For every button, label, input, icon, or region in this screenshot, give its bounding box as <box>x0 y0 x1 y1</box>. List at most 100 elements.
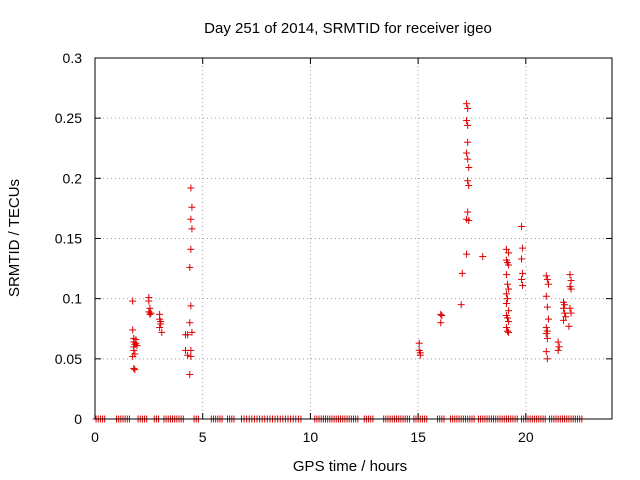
data-point <box>504 280 512 288</box>
data-point <box>146 304 154 312</box>
data-point <box>519 281 527 289</box>
data-point <box>502 271 510 279</box>
data-point <box>502 290 510 298</box>
data-point <box>145 297 153 305</box>
data-point <box>554 346 562 354</box>
data-point <box>565 322 573 330</box>
data-point <box>544 315 552 323</box>
x-tick-label: 0 <box>91 429 99 445</box>
data-point <box>542 348 550 356</box>
data-point <box>133 342 141 350</box>
data-point <box>130 364 138 372</box>
data-point <box>560 316 568 324</box>
data-point <box>567 285 575 293</box>
data-point <box>463 117 471 125</box>
data-point <box>567 309 575 317</box>
data-point <box>518 275 526 283</box>
data-point <box>188 328 196 336</box>
data-point <box>438 312 446 320</box>
data-point <box>504 295 512 303</box>
data-point <box>566 271 574 279</box>
data-point <box>187 215 195 223</box>
y-tick-label: 0.2 <box>63 170 83 186</box>
data-point <box>147 309 155 317</box>
data-point <box>186 263 194 271</box>
data-point <box>518 222 526 230</box>
y-tick-label: 0.05 <box>55 351 82 367</box>
data-point <box>415 339 423 347</box>
data-point <box>543 303 551 311</box>
data-point <box>505 249 513 257</box>
y-tick-label: 0 <box>74 411 82 427</box>
x-tick-label: 15 <box>410 429 426 445</box>
data-point <box>543 334 551 342</box>
data-point <box>188 225 196 233</box>
data-point <box>505 318 513 326</box>
data-point <box>505 261 513 269</box>
data-point <box>458 269 466 277</box>
data-point <box>502 299 510 307</box>
data-point <box>542 324 550 332</box>
data-point <box>464 208 472 216</box>
data-point <box>504 314 512 322</box>
data-point <box>505 307 513 315</box>
data-point <box>542 292 550 300</box>
data-point <box>543 275 551 283</box>
data-point <box>157 320 165 328</box>
data-point <box>158 328 166 336</box>
data-point <box>457 301 465 309</box>
data-point <box>437 310 445 318</box>
y-tick-label: 0.1 <box>63 291 83 307</box>
data-point <box>560 304 568 312</box>
data-point <box>130 346 138 354</box>
data-point <box>187 184 195 192</box>
data-point <box>505 328 513 336</box>
data-point <box>504 327 512 335</box>
data-point <box>465 182 473 190</box>
data-point <box>129 297 137 305</box>
data-point <box>567 277 575 285</box>
data-point <box>479 253 487 261</box>
data-point <box>187 302 195 310</box>
data-point <box>505 285 513 293</box>
data-point <box>544 280 552 288</box>
y-tick-label: 0.3 <box>63 50 83 66</box>
data-point <box>554 338 562 346</box>
data-point <box>146 310 154 318</box>
data-point <box>184 331 192 339</box>
data-point <box>184 351 192 359</box>
data-point <box>519 244 527 252</box>
data-point <box>464 177 472 185</box>
data-point <box>463 250 471 258</box>
x-tick-label: 10 <box>303 429 319 445</box>
data-point <box>502 245 510 253</box>
data-point <box>464 138 472 146</box>
chart-title: Day 251 of 2014, SRMTID for receiver ige… <box>204 20 492 37</box>
data-point <box>131 366 139 374</box>
data-point <box>186 319 194 327</box>
x-tick-label: 5 <box>199 429 207 445</box>
data-point <box>562 313 570 321</box>
data-point <box>129 352 137 360</box>
x-tick-label: 20 <box>518 429 534 445</box>
grid-lines <box>95 58 612 419</box>
y-tick-label: 0.15 <box>55 231 82 247</box>
data-point <box>156 324 164 332</box>
data-point <box>464 105 472 113</box>
data-point <box>187 245 195 253</box>
data-point <box>518 255 526 263</box>
y-axis-label: SRMTID / TECUs <box>6 179 23 297</box>
y-tick-label: 0.25 <box>55 110 82 126</box>
y-axis-ticks: 0 0.05 0.1 0.15 0.2 0.25 0.3 <box>55 50 612 427</box>
data-point <box>542 272 550 280</box>
data-point <box>187 352 195 360</box>
data-point <box>566 304 574 312</box>
data-point <box>464 121 472 129</box>
data-point <box>542 330 550 338</box>
x-axis-ticks: 0 5 10 15 20 <box>91 58 534 445</box>
data-point <box>561 309 569 317</box>
data-point <box>188 203 196 211</box>
data-point <box>555 343 563 351</box>
data-point <box>187 346 195 354</box>
